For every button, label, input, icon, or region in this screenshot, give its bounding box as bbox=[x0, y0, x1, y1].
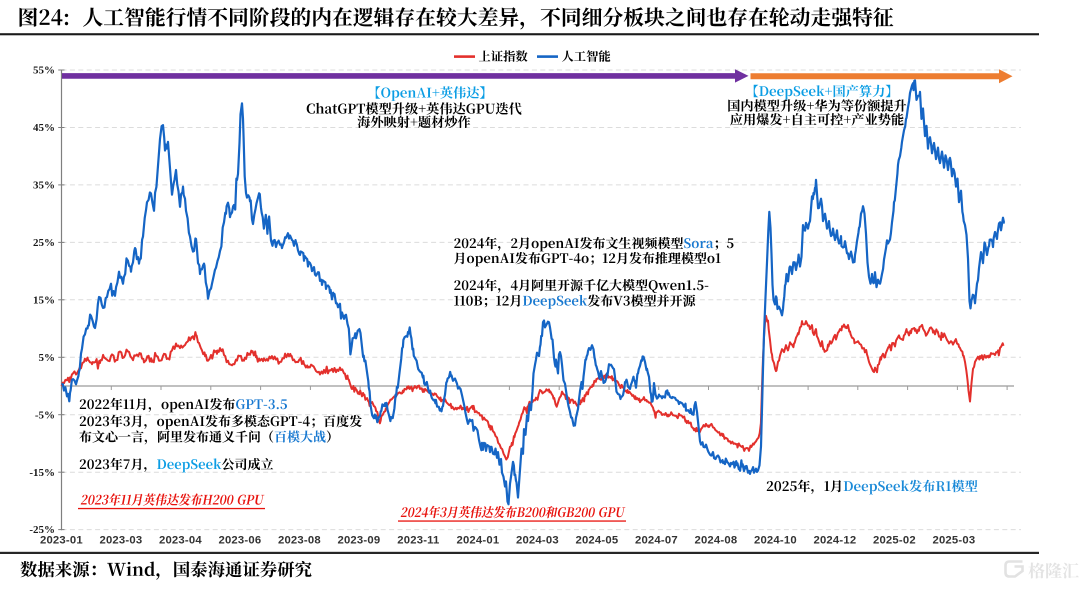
svg-text:55%: 55% bbox=[33, 65, 55, 77]
svg-text:35%: 35% bbox=[33, 180, 55, 192]
svg-text:2023-11: 2023-11 bbox=[397, 535, 439, 547]
svg-text:2024-10: 2024-10 bbox=[754, 535, 797, 547]
svg-text:2024-01: 2024-01 bbox=[456, 535, 499, 547]
svg-text:-25%: -25% bbox=[29, 524, 55, 536]
svg-text:2025-03: 2025-03 bbox=[932, 535, 975, 547]
svg-text:2024-03: 2024-03 bbox=[516, 535, 559, 547]
svg-text:2023-01: 2023-01 bbox=[40, 535, 83, 547]
svg-text:2023-04: 2023-04 bbox=[159, 535, 202, 547]
svg-text:2023-09: 2023-09 bbox=[337, 535, 380, 547]
svg-text:25%: 25% bbox=[33, 237, 55, 249]
svg-text:2023-08: 2023-08 bbox=[278, 535, 321, 547]
svg-text:-5%: -5% bbox=[35, 409, 55, 421]
svg-text:5%: 5% bbox=[39, 352, 56, 364]
svg-text:2024-07: 2024-07 bbox=[635, 535, 678, 547]
svg-text:45%: 45% bbox=[33, 122, 55, 134]
svg-text:2024-05: 2024-05 bbox=[575, 535, 618, 547]
svg-text:15%: 15% bbox=[33, 294, 55, 306]
svg-text:-15%: -15% bbox=[29, 467, 55, 479]
svg-text:2023-06: 2023-06 bbox=[218, 535, 261, 547]
svg-text:2023-03: 2023-03 bbox=[99, 535, 142, 547]
svg-text:2025-02: 2025-02 bbox=[873, 535, 916, 547]
svg-text:2024-08: 2024-08 bbox=[694, 535, 737, 547]
svg-text:2024-12: 2024-12 bbox=[813, 535, 856, 547]
